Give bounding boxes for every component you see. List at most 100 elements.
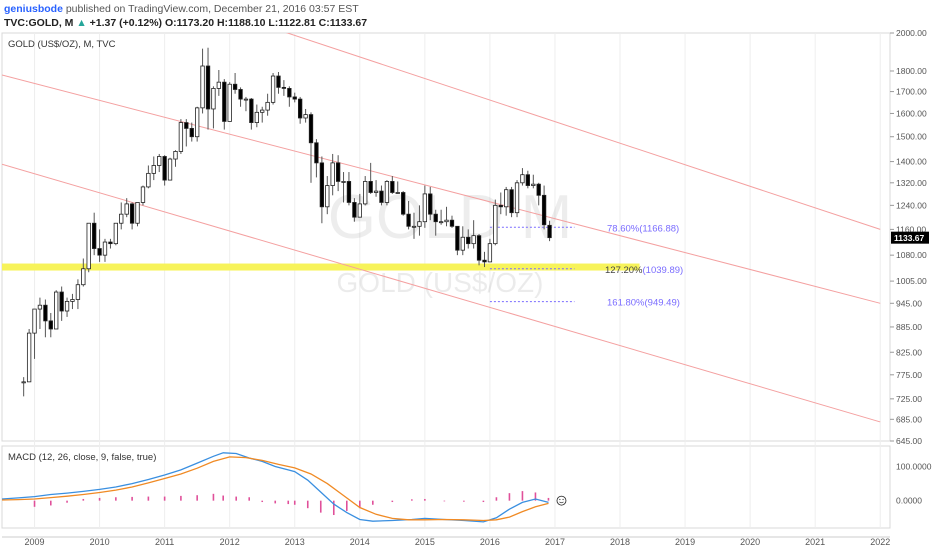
candle-body: [54, 291, 59, 330]
macd-y-tick-label: 0.0000: [896, 496, 922, 506]
candle-body: [422, 193, 428, 223]
price-pane-title: GOLD (US$/OZ), M, TVC: [8, 39, 116, 50]
candle-body: [363, 181, 368, 205]
candle-body: [129, 203, 135, 224]
candle-body: [352, 202, 357, 218]
y-tick-label: 685.00: [896, 414, 922, 424]
channel-line: [285, 33, 881, 230]
candle-body: [81, 268, 86, 286]
macd-pane-title: MACD (12, 26, close, 9, false, true): [8, 452, 156, 463]
candle-body: [460, 236, 465, 251]
x-tick-label: 2010: [90, 537, 110, 547]
y-tick-label: 1080.00: [896, 250, 927, 260]
x-tick-label: 2012: [220, 537, 240, 547]
y-tick-label: 825.00: [896, 347, 922, 357]
author-link[interactable]: geniusbode: [4, 3, 63, 15]
support-highlight: [2, 263, 640, 271]
y-tick-label: 2000.00: [896, 28, 927, 38]
y-tick-label: 945.00: [896, 298, 922, 308]
candle-body: [482, 259, 487, 263]
x-tick-label: 2015: [415, 537, 435, 547]
candle-body: [48, 320, 53, 330]
candle-body: [119, 213, 124, 224]
candle-body: [43, 304, 48, 322]
channel-lines: [2, 33, 881, 423]
x-tick-label: 2011: [155, 537, 174, 547]
candle-body: [270, 75, 276, 103]
candle-body: [92, 222, 97, 249]
change-value: +1.37 (+0.12%): [89, 17, 163, 29]
candle-body: [520, 174, 525, 184]
candle-body: [395, 192, 400, 194]
candle-body: [64, 300, 70, 312]
candle-body: [471, 235, 476, 245]
candle-body: [37, 304, 43, 310]
y-tick-label: 1005.00: [896, 276, 927, 286]
candle-body: [265, 101, 270, 111]
high-label: H:: [216, 17, 229, 29]
candle-body: [536, 183, 541, 196]
candle-body: [384, 181, 390, 203]
candle-body: [157, 156, 162, 166]
y-tick-label: 1240.00: [896, 200, 927, 210]
candle-body: [406, 213, 411, 227]
candle-body: [162, 156, 167, 181]
candle-body: [509, 189, 514, 214]
candle-body: [466, 236, 471, 245]
low-label: L:: [268, 17, 279, 29]
y-tick-label: 645.00: [896, 436, 922, 446]
publish-line: geniusbode published on TradingView.com,…: [4, 3, 359, 15]
candle-body: [238, 89, 243, 100]
candle-body: [341, 181, 346, 183]
watermark-symbol: GOLD M: [328, 183, 573, 252]
open-label: O:: [164, 17, 177, 29]
candle-body: [411, 225, 417, 228]
candle-body: [184, 122, 189, 129]
x-tick-label: 2022: [870, 537, 890, 547]
candle-body: [276, 75, 281, 88]
last-price-badge: [891, 231, 929, 244]
candle-body: [308, 114, 314, 144]
candle-body: [281, 86, 287, 89]
last-price-label: 1133.67: [894, 233, 925, 243]
smiley-eye: [562, 498, 564, 501]
candle-body: [232, 83, 238, 90]
macd-pane-border: [1, 445, 891, 529]
candle-body: [249, 98, 254, 123]
smiley-mouth: [559, 501, 564, 504]
candle-body: [357, 203, 362, 218]
price-pane-border: [1, 32, 891, 442]
open-value: 1173.20: [176, 17, 215, 29]
candle-body: [21, 381, 26, 384]
candle-body: [449, 219, 455, 227]
candle-body: [124, 203, 129, 215]
candle-body: [319, 162, 325, 208]
candle-body: [455, 225, 460, 251]
candle-body: [200, 65, 205, 109]
candle-body: [146, 172, 151, 188]
y-tick-label: 1400.00: [896, 157, 927, 167]
candle-body: [541, 194, 547, 226]
candle-body: [417, 221, 422, 227]
x-tick-label: 2021: [805, 537, 825, 547]
fib-level-label: 78.60%(1166.88): [607, 223, 679, 234]
candle-body: [433, 213, 438, 223]
candle-body: [59, 291, 64, 312]
candle-body: [498, 204, 503, 208]
candle-body: [70, 299, 75, 302]
candle-body: [330, 162, 335, 186]
candle-body: [379, 190, 384, 203]
candle-body: [75, 284, 81, 300]
x-tick-label: 2018: [610, 537, 630, 547]
candle-body: [140, 186, 146, 203]
x-tick-label: 2014: [350, 537, 370, 547]
candle-body: [97, 248, 102, 256]
candle-body: [167, 158, 173, 181]
candle-body: [173, 151, 178, 160]
x-tick-label: 2019: [675, 537, 695, 547]
y-tick-label: 1700.00: [896, 87, 927, 97]
fib-level-label: 127.20%(1039.89): [605, 265, 683, 276]
candle-body: [514, 182, 520, 214]
candle-body: [390, 181, 395, 193]
